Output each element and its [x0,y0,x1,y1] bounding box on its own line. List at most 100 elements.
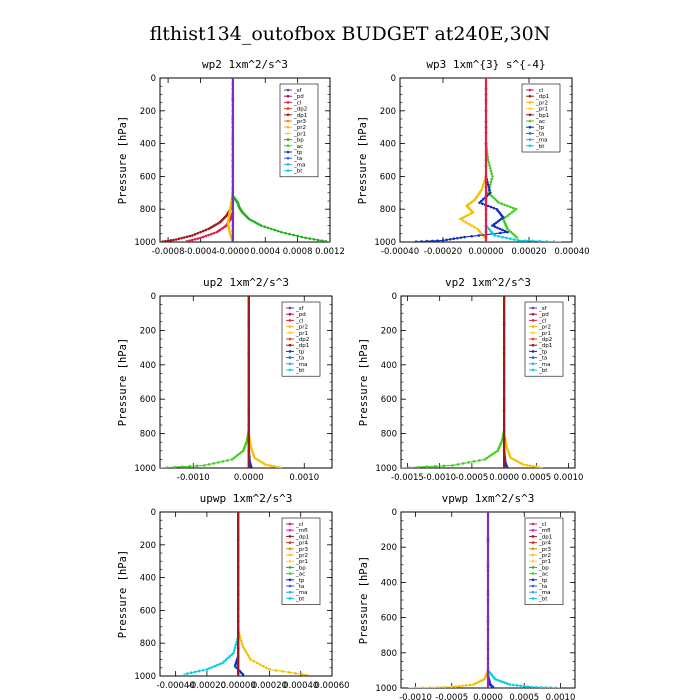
data-point [221,661,224,665]
legend-label: _bp1 [535,113,549,119]
legend-marker [288,362,292,366]
data-point [517,460,521,464]
legend-marker [528,94,532,98]
y-tick-label: 1000 [134,238,156,248]
data-point [500,202,504,206]
data-point [483,458,487,461]
data-point [231,125,235,129]
data-point [511,457,515,461]
x-tick-label: -0.0010 [177,473,210,483]
data-point [268,668,271,671]
legend-label: _cl [295,522,304,528]
data-point [501,228,504,232]
legend-label: _sf [538,306,548,312]
data-point [287,671,291,674]
data-point [270,227,273,231]
data-point [232,649,236,652]
legend-label: _cl [295,318,304,324]
data-point [467,213,471,216]
data-point [494,450,497,454]
data-point [490,177,494,181]
data-point [515,684,519,687]
data-point [486,183,490,186]
data-point [230,653,233,656]
data-point [204,234,208,238]
y-tick-label: 1000 [374,238,396,248]
data-point [212,462,215,465]
legend-label: _dp2 [293,107,307,113]
legend-marker [286,138,290,141]
data-point [186,672,189,675]
data-point [435,686,439,688]
data-point [502,409,506,412]
legend-marker [531,306,535,310]
data-point [247,217,251,221]
series-line [248,296,283,468]
data-point [223,659,226,663]
data-point [472,460,476,463]
data-point [484,87,488,91]
data-point [530,685,533,688]
data-point [489,180,493,184]
data-point [503,229,507,233]
data-point [484,153,488,156]
legend-label: _tp [538,578,548,584]
x-tick-label: -0.0005 [455,473,488,483]
data-point [231,224,235,227]
x-tick-label: -0.0015 [391,473,424,483]
data-point [501,216,505,219]
data-point [472,683,475,686]
data-point [231,78,235,80]
legend-label: _sf [293,88,303,94]
data-point [215,230,218,234]
data-point [408,466,411,468]
legend-marker [288,522,292,526]
data-point [231,153,235,156]
legend-label: _ac [295,572,305,578]
data-point [284,231,287,235]
data-point [296,234,299,238]
data-point [249,658,252,661]
figure-title: flthist134_outofbox BUDGET at240E,30N [150,23,551,45]
data-point [463,215,466,219]
data-point [495,199,499,203]
data-point [224,658,228,661]
data-point [209,232,213,236]
y-tick-label: 0 [151,292,156,302]
legend-marker [528,138,532,141]
legend-label: _ta [535,131,544,137]
data-point [231,180,235,184]
legend-label: _tp [538,349,548,355]
y-tick-label: 600 [380,172,396,182]
data-point [499,231,502,235]
y-tick-label: 0 [392,508,397,518]
legend-label: _pr2 [535,100,548,106]
legend-marker [288,331,292,335]
legend-marker [531,584,535,588]
data-point [253,221,257,224]
legend-marker [288,578,292,582]
x-tick-label: -0.0004 [184,247,217,257]
data-point [486,540,490,543]
legend-label: _tp [293,150,303,156]
data-point [240,642,244,646]
data-point [231,104,235,107]
y-tick-label: 200 [140,107,156,117]
legend-marker [288,559,292,563]
chart-panel: vp2 1xm^2/s^3 Pressure [hPa] 0 200 400 600 800… [358,276,583,483]
data-point [236,538,240,541]
data-point [232,651,235,655]
legend-marker [288,350,292,353]
data-point [461,216,464,220]
data-point [470,234,473,238]
data-point [481,183,485,187]
data-point [490,194,494,198]
data-point [498,218,501,222]
data-point [487,455,491,458]
data-point [231,98,235,102]
data-point [249,465,253,468]
data-point [464,684,468,687]
x-tick-label: 0.0005 [509,693,539,700]
x-tick-label: -0.00020 [424,247,462,257]
